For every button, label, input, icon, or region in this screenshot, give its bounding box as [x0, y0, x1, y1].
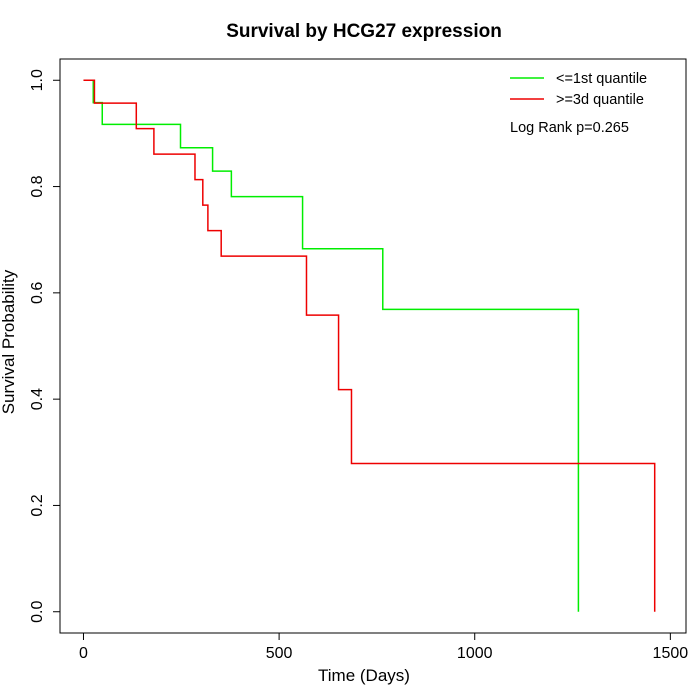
- y-axis: 0.0 0.2 0.4 0.6 0.8 1.0: [29, 69, 61, 623]
- legend-label-low: <=1st quantile: [556, 71, 647, 87]
- x-tick-label: 0: [79, 645, 88, 662]
- legend-label-high: >=3d quantile: [556, 92, 644, 108]
- x-axis: 0 500 1000 1500: [79, 632, 689, 662]
- x-tick-label: 500: [266, 645, 293, 662]
- chart-title: Survival by HCG27 expression: [226, 21, 502, 42]
- x-tick-label: 1000: [457, 645, 493, 662]
- x-tick-label: 1500: [653, 645, 689, 662]
- y-axis-label: Survival Probability: [0, 269, 18, 414]
- y-tick-label: 0.4: [29, 388, 46, 410]
- series-layer: [83, 79, 656, 612]
- y-tick-label: 0.0: [29, 601, 46, 623]
- y-tick-label: 0.8: [29, 175, 46, 197]
- survival-curve-low: [83, 79, 580, 612]
- legend: <=1st quantile >=3d quantile: [510, 71, 647, 108]
- log-rank-annotation: Log Rank p=0.265: [510, 120, 629, 136]
- survival-curve-high: [83, 79, 656, 612]
- y-tick-label: 0.2: [29, 494, 46, 516]
- x-axis-label: Time (Days): [318, 666, 410, 685]
- y-tick-label: 1.0: [29, 69, 46, 91]
- y-tick-label: 0.6: [29, 282, 46, 304]
